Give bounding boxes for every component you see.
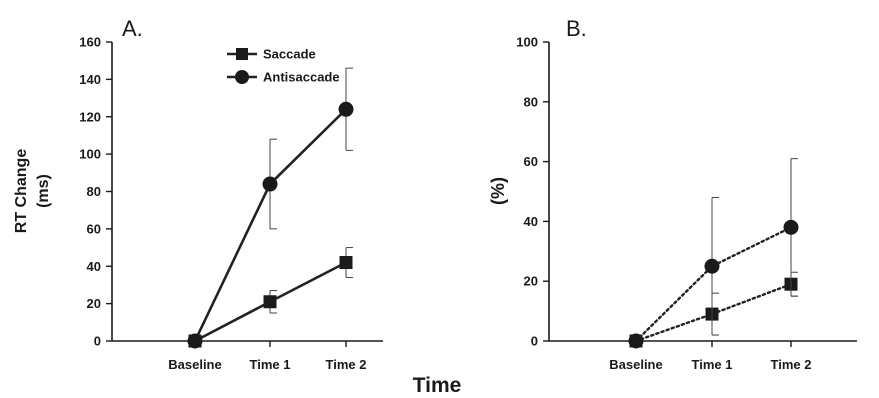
panel-b-antisaccade-point [704,258,720,274]
panel-b-antisaccade-line [634,226,793,343]
shared-x-axis-title: Time [413,374,462,397]
panel-a-letter: A. [122,16,143,41]
panel-a-y-tick-label: 60 [87,221,101,236]
panel-a-x-tick-label: Time 2 [326,357,367,372]
panel-a-y-tick-label: 160 [79,35,101,50]
panel-a-antisaccade-point [338,101,354,117]
panel-a-x-tick-label: Baseline [168,357,221,372]
panel-b-antisaccade-point [783,219,799,235]
legend-saccade-label: Saccade [263,47,316,62]
panel-a-saccade-point [339,256,353,270]
panel-a: A. 0 20 40 60 80 100 120 140 160 Baseline Time 1 Tim… [13,16,383,372]
panel-a-antisaccade-point [262,176,278,192]
panel-a-y-tick-label: 20 [87,296,101,311]
panel-a-y-tick-label: 100 [79,147,101,162]
panel-a-y-tick-label: 80 [87,184,101,199]
panel-a-y-tick-label: 0 [94,334,101,349]
panel-b-x-tick-label: Time 1 [692,357,733,372]
panel-b-letter: B. [566,16,587,41]
panel-a-y-axis-title-line: RT Change [13,149,30,234]
panel-a-y-axis-title-line: (ms) [35,174,52,208]
panel-a-y-tick-label: 140 [79,72,101,87]
panel-b-y-tick-label: 20 [524,274,538,289]
legend-antisaccade-label: Antisaccade [263,70,340,85]
panel-a-x-tick-label: Time 1 [250,357,291,372]
panel-a-saccade-point [263,295,277,309]
panel-a-y-tick-label: 40 [87,259,101,274]
legend-antisaccade-marker [235,70,249,84]
panel-a-antisaccade-point [187,333,203,349]
panel-b-x-tick-label: Time 2 [771,357,812,372]
panel-b-y-axis-title-line: (%) [488,177,508,205]
panel-b-x-tick-label: Baseline [609,357,662,372]
panel-b-antisaccade-point [628,333,644,349]
panel-b-y-tick-label: 0 [531,334,538,349]
panel-b-y-tick-label: 80 [524,94,538,109]
panel-a-y-axis-title: RT Change (ms) [13,149,52,234]
panel-b-y-tick-label: 40 [524,214,538,229]
panel-b: B. 0 20 40 60 80 100 Baseline Time 1 Time 2 (%) [488,16,857,372]
panel-a-legend: Saccade Antisaccade [227,47,340,85]
panel-b-y-tick-label: 100 [516,35,538,50]
panel-b-y-tick-label: 60 [524,154,538,169]
panel-a-y-tick-label: 120 [79,109,101,124]
panel-b-y-axis-title: (%) [488,177,508,205]
legend-saccade-marker [236,48,248,60]
